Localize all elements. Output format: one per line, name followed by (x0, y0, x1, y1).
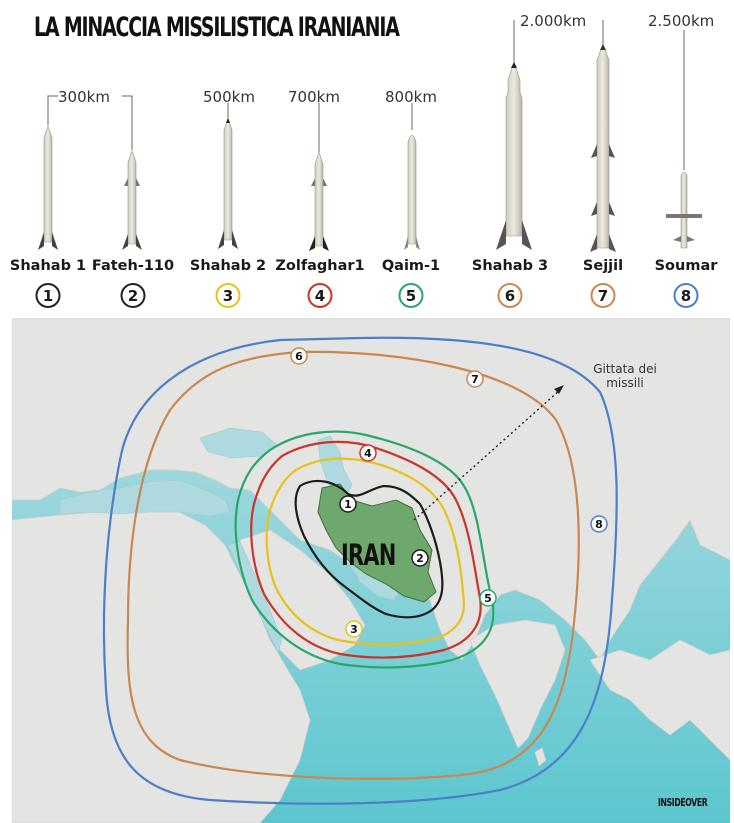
missile-number-badge-5: 5 (398, 283, 424, 308)
annotation-arrowhead (554, 385, 564, 394)
missile-name-4: Zolfaghar1 (275, 258, 365, 274)
missile-number-badge-6: 6 (497, 283, 523, 308)
missile-sejjil (590, 43, 616, 252)
range-ring-3 (265, 457, 466, 646)
missile-name-3: Shahab 2 (189, 258, 267, 274)
svg-text:5: 5 (484, 592, 492, 605)
missiles-illustration (38, 20, 702, 252)
map-inland-seas (59, 427, 399, 653)
missile-number-badge-1: 1 (35, 283, 61, 308)
missile-shahab-2 (218, 117, 238, 249)
missile-qaim-1 (404, 134, 420, 250)
range-ring-7 (126, 350, 580, 780)
ring-marker-7: 7 (466, 370, 484, 388)
svg-text:4: 4 (364, 447, 372, 460)
iran-territory (317, 483, 437, 603)
svg-text:6: 6 (295, 350, 303, 363)
svg-text:1: 1 (344, 498, 352, 511)
missile-soumar (666, 171, 702, 249)
range-label-700: 700km (288, 88, 340, 106)
country-label-iran: IRAN (341, 538, 396, 572)
missile-shahab-1 (38, 125, 58, 250)
ring-marker-4: 4 (359, 444, 377, 462)
missile-name-6: Shahab 3 (471, 258, 549, 274)
range-label-2000: 2.000km (520, 12, 587, 30)
range-label-2500: 2.500km (648, 12, 715, 30)
missile-number-badge-3: 3 (215, 283, 241, 308)
missile-number-badge-2: 2 (120, 283, 146, 308)
missile-number-badge-8: 8 (673, 283, 699, 308)
missile-name-5: Qaim-1 (381, 258, 441, 274)
publisher-logo: INSIDEOVER (658, 796, 708, 809)
missile-name-8: Soumar (654, 258, 718, 274)
missile-fateh-110 (122, 150, 142, 250)
missile-name-1: Shahab 1 (9, 258, 87, 274)
range-ring-5 (234, 430, 495, 669)
svg-text:7: 7 (471, 373, 479, 386)
range-ring-1-2 (294, 479, 444, 619)
range-rings (102, 336, 618, 805)
svg-text:2: 2 (416, 552, 424, 565)
range-label-300: 300km (58, 88, 110, 106)
missile-zolfaghar1 (309, 151, 329, 251)
ring-marker-8: 8 (590, 515, 608, 533)
svg-text:3: 3 (350, 623, 358, 636)
ring-marker-6: 6 (290, 347, 308, 365)
range-annotation: Gittata dei missili (593, 362, 657, 390)
missile-shahab-3 (496, 61, 532, 250)
ring-marker-3: 3 (345, 620, 363, 638)
missile-name-2: Fateh-110 (91, 258, 175, 274)
range-label-500: 500km (203, 88, 255, 106)
missile-number-badge-4: 4 (307, 283, 333, 308)
missile-name-7: Sejjil (582, 258, 624, 274)
page-title: LA MINACCIA MISSILISTICA IRANIANIA (34, 12, 400, 43)
ring-marker-2: 2 (411, 549, 429, 567)
range-label-800: 800km (385, 88, 437, 106)
svg-text:8: 8 (595, 518, 603, 531)
range-ring-4 (250, 440, 482, 659)
ring-marker-1: 1 (339, 495, 357, 513)
missile-number-badge-7: 7 (590, 283, 616, 308)
ring-marker-5: 5 (479, 589, 497, 607)
range-ring-8 (102, 336, 618, 805)
